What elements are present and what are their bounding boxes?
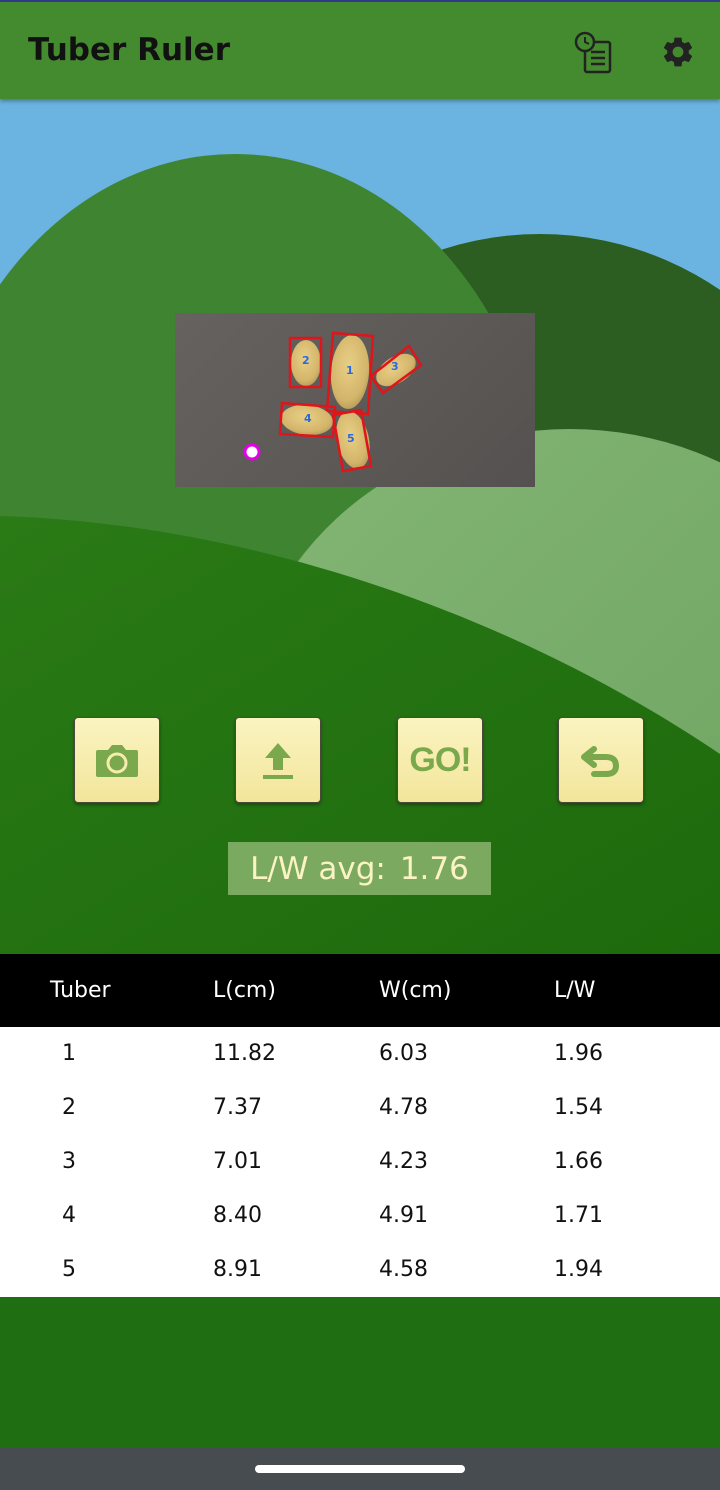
table-row[interactable]: 4 8.40 4.91 1.71 xyxy=(0,1189,720,1243)
lw-average: L/W avg: 1.76 xyxy=(228,842,491,895)
detection-overlay: 1 2 3 4 5 xyxy=(243,331,423,473)
cell-width: 4.58 xyxy=(379,1257,428,1282)
upload-button[interactable] xyxy=(235,717,321,803)
cell-width: 4.78 xyxy=(379,1095,428,1120)
results-table: 1 11.82 6.03 1.96 2 7.37 4.78 1.54 3 7.0… xyxy=(0,1027,720,1297)
cell-ratio: 1.96 xyxy=(554,1041,603,1066)
cell-ratio: 1.54 xyxy=(554,1095,603,1120)
cell-width: 4.23 xyxy=(379,1149,428,1174)
header-width: W(cm) xyxy=(379,978,452,1003)
cell-length: 11.82 xyxy=(213,1041,276,1066)
cell-length: 7.01 xyxy=(213,1149,262,1174)
tuber-photo[interactable]: 1 2 3 4 5 xyxy=(175,313,535,487)
gear-icon[interactable] xyxy=(660,34,696,70)
lw-average-label: L/W avg: xyxy=(250,850,386,887)
camera-icon xyxy=(96,745,138,777)
tuber-label-1: 1 xyxy=(346,364,354,377)
results-table-header: Tuber L(cm) W(cm) L/W xyxy=(0,954,720,1027)
cell-ratio: 1.66 xyxy=(554,1149,603,1174)
cell-tuber: 5 xyxy=(62,1257,76,1282)
history-list-icon[interactable] xyxy=(574,30,616,76)
upload-icon xyxy=(263,743,293,779)
lw-average-value: 1.76 xyxy=(399,850,469,887)
cell-tuber: 1 xyxy=(62,1041,76,1066)
reference-marker[interactable] xyxy=(243,443,261,461)
cell-tuber: 2 xyxy=(62,1095,76,1120)
header-ratio: L/W xyxy=(554,978,596,1003)
detection-box-5 xyxy=(331,408,373,473)
app-bar: Tuber Ruler xyxy=(0,0,720,99)
table-row[interactable]: 5 8.91 4.58 1.94 xyxy=(0,1243,720,1297)
home-gesture-handle[interactable] xyxy=(255,1465,465,1473)
tuber-label-3: 3 xyxy=(391,360,399,373)
header-tuber: Tuber xyxy=(50,978,111,1003)
app-title: Tuber Ruler xyxy=(28,32,230,68)
detection-box-1 xyxy=(325,331,375,416)
go-button[interactable]: GO! xyxy=(397,717,483,803)
header-length: L(cm) xyxy=(213,978,276,1003)
camera-button[interactable] xyxy=(74,717,160,803)
detection-box-4 xyxy=(278,401,337,439)
undo-icon xyxy=(581,746,620,777)
cell-length: 8.91 xyxy=(213,1257,262,1282)
system-nav-bar xyxy=(0,1448,720,1490)
detection-box-3 xyxy=(369,344,423,395)
detection-box-2 xyxy=(288,336,323,389)
tuber-label-5: 5 xyxy=(347,432,355,445)
cell-length: 7.37 xyxy=(213,1095,262,1120)
cell-ratio: 1.71 xyxy=(554,1203,603,1228)
go-button-label: GO! xyxy=(409,740,471,779)
cell-ratio: 1.94 xyxy=(554,1257,603,1282)
cell-width: 4.91 xyxy=(379,1203,428,1228)
table-row[interactable]: 3 7.01 4.23 1.66 xyxy=(0,1135,720,1189)
landscape-background xyxy=(0,99,720,954)
cell-tuber: 4 xyxy=(62,1203,76,1228)
cell-width: 6.03 xyxy=(379,1041,428,1066)
cell-length: 8.40 xyxy=(213,1203,262,1228)
tuber-label-2: 2 xyxy=(302,354,310,367)
table-row[interactable]: 2 7.37 4.78 1.54 xyxy=(0,1081,720,1135)
tuber-label-4: 4 xyxy=(304,412,312,425)
undo-button[interactable] xyxy=(558,717,644,803)
table-row[interactable]: 1 11.82 6.03 1.96 xyxy=(0,1027,720,1081)
cell-tuber: 3 xyxy=(62,1149,76,1174)
